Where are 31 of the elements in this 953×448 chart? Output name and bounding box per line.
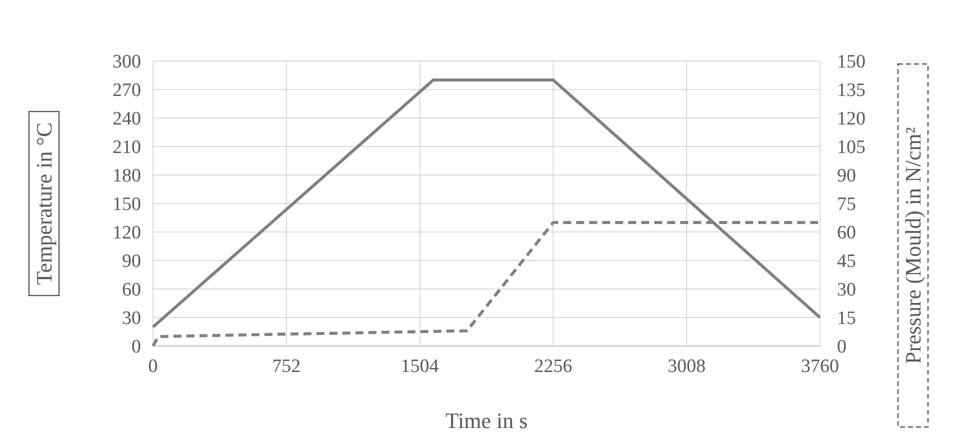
- x-tick-label: 0: [148, 356, 158, 377]
- y2-tick-label: 15: [837, 308, 856, 330]
- y2-tick-label: 75: [837, 194, 856, 216]
- x-tick-label: 2256: [534, 356, 572, 377]
- y2-tick-label: 135: [837, 80, 866, 102]
- y2-tick-label: 120: [837, 108, 866, 130]
- y-axis-title: Temperature in °C: [32, 122, 57, 285]
- y2-tick-label: 45: [837, 251, 856, 272]
- y-tick-label: 120: [112, 222, 141, 244]
- y2-tick-label: 60: [837, 222, 856, 244]
- y-tick-label: 270: [112, 80, 141, 102]
- y2-tick-label: 30: [837, 280, 856, 301]
- x-axis-title: Time in s: [445, 408, 528, 433]
- y-tick-label: 180: [112, 166, 141, 187]
- y-tick-label: 60: [122, 280, 141, 301]
- x-tick-label: 752: [272, 356, 301, 377]
- y-tick-label: 300: [112, 52, 141, 73]
- x-tick-label: 1504: [400, 356, 440, 377]
- y-tick-label: 240: [112, 108, 141, 130]
- y-tick-label: 150: [112, 194, 141, 216]
- x-tick-label: 3008: [668, 356, 706, 377]
- x-tick-label: 3760: [801, 356, 839, 377]
- y2-tick-label: 105: [837, 137, 866, 158]
- y2-tick-label: 90: [837, 166, 856, 187]
- y-tick-label: 90: [122, 251, 141, 272]
- y2-axis-title: Pressure (Mould) in N/cm²: [900, 126, 926, 364]
- y-tick-label: 30: [122, 308, 141, 330]
- y2-tick-label: 0: [837, 336, 846, 358]
- y2-tick-label: 150: [837, 52, 866, 73]
- y-tick-label: 210: [112, 137, 141, 158]
- y-tick-label: 0: [132, 336, 141, 358]
